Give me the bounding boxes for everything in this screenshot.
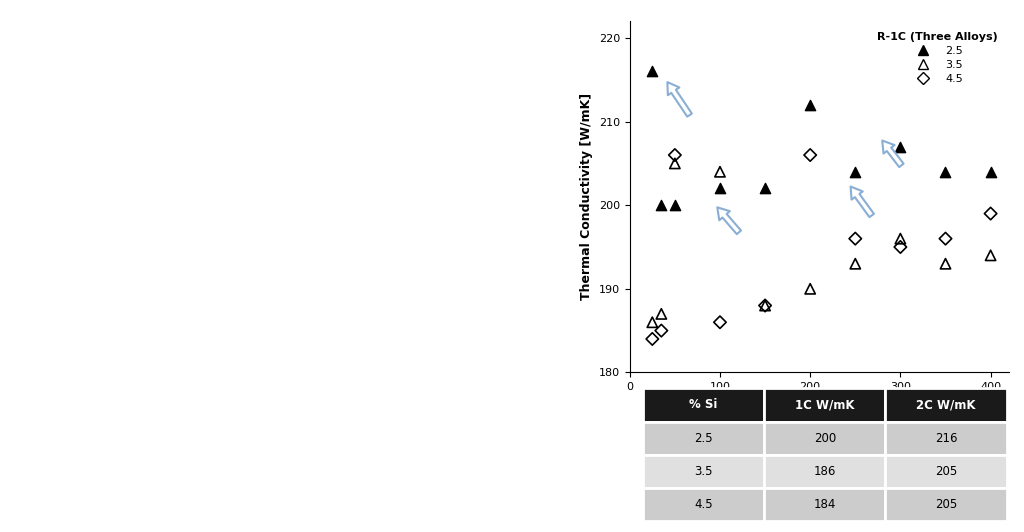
Text: 2C W/mK: 2C W/mK bbox=[916, 398, 976, 411]
2.5 bbox=[892, 143, 908, 151]
4.5 bbox=[667, 151, 683, 159]
2.5 bbox=[802, 101, 818, 109]
4.5 bbox=[757, 301, 773, 310]
2.5 bbox=[982, 168, 998, 176]
Text: % Si: % Si bbox=[689, 398, 718, 411]
2.5 bbox=[653, 201, 670, 210]
Text: 200: 200 bbox=[814, 432, 836, 445]
3.5 bbox=[757, 301, 773, 310]
3.5 bbox=[644, 318, 660, 327]
Text: 3.5: 3.5 bbox=[694, 465, 713, 478]
4.5 bbox=[653, 326, 670, 335]
2.5 bbox=[757, 184, 773, 193]
Bar bbox=[764, 488, 886, 521]
4.5 bbox=[802, 151, 818, 159]
Bar bbox=[886, 455, 1007, 488]
Text: 4.5: 4.5 bbox=[694, 498, 713, 511]
Text: 216: 216 bbox=[935, 432, 957, 445]
2.5 bbox=[937, 168, 953, 176]
Text: 1C W/mK: 1C W/mK bbox=[795, 398, 855, 411]
Bar bbox=[764, 388, 886, 421]
Bar bbox=[886, 388, 1007, 421]
4.5 bbox=[712, 318, 728, 327]
4.5 bbox=[982, 209, 998, 218]
Text: 205: 205 bbox=[935, 465, 957, 478]
2.5 bbox=[712, 184, 728, 193]
3.5 bbox=[937, 260, 953, 268]
Bar bbox=[764, 455, 886, 488]
4.5 bbox=[937, 235, 953, 243]
4.5 bbox=[847, 235, 863, 243]
3.5 bbox=[712, 168, 728, 176]
3.5 bbox=[667, 159, 683, 168]
Bar bbox=[643, 488, 764, 521]
Bar bbox=[643, 388, 764, 421]
2.5 bbox=[847, 168, 863, 176]
3.5 bbox=[982, 251, 998, 260]
Bar bbox=[764, 421, 886, 455]
Bar bbox=[886, 421, 1007, 455]
Bar bbox=[643, 421, 764, 455]
Bar bbox=[643, 455, 764, 488]
Legend: 2.5, 3.5, 4.5: 2.5, 3.5, 4.5 bbox=[871, 27, 1004, 89]
3.5 bbox=[802, 285, 818, 293]
Text: 2.5: 2.5 bbox=[694, 432, 713, 445]
X-axis label: Temperature[°C]: Temperature[°C] bbox=[761, 398, 878, 411]
4.5 bbox=[892, 243, 908, 251]
Text: 184: 184 bbox=[814, 498, 836, 511]
Text: 205: 205 bbox=[935, 498, 957, 511]
3.5 bbox=[847, 260, 863, 268]
Bar bbox=[886, 488, 1007, 521]
3.5 bbox=[653, 310, 670, 318]
Y-axis label: Thermal Conductivity [W/mK]: Thermal Conductivity [W/mK] bbox=[581, 93, 593, 301]
Text: 186: 186 bbox=[814, 465, 836, 478]
2.5 bbox=[644, 67, 660, 76]
4.5 bbox=[644, 335, 660, 343]
2.5 bbox=[667, 201, 683, 210]
3.5 bbox=[892, 235, 908, 243]
